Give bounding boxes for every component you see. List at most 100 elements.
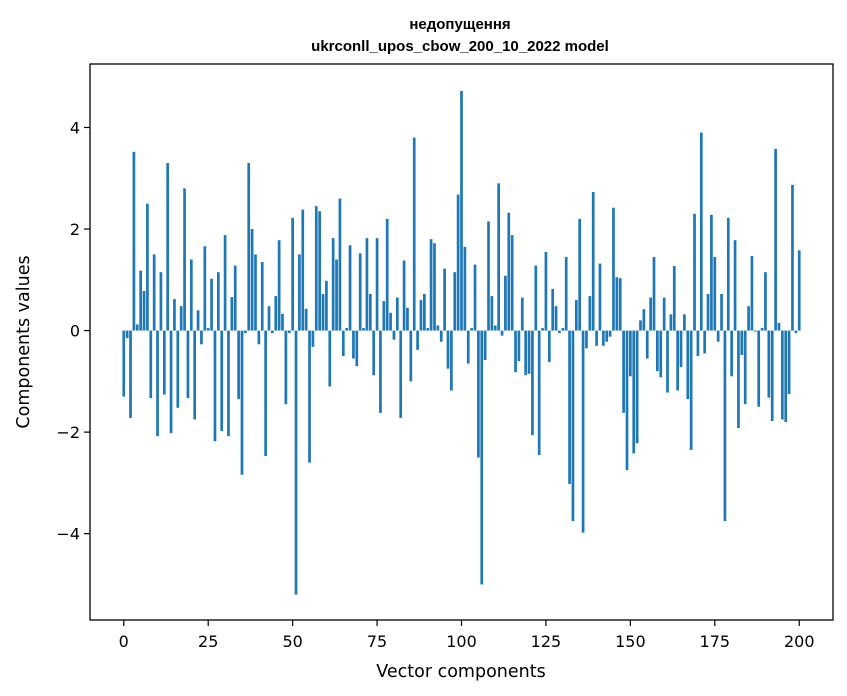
bar (500, 330, 504, 336)
bar (574, 300, 578, 331)
bar (436, 325, 440, 331)
bar (298, 254, 301, 331)
bar (483, 330, 487, 361)
bar (777, 322, 781, 331)
bar (791, 184, 794, 331)
bar (629, 330, 632, 377)
bar (797, 250, 801, 331)
bar (287, 330, 291, 334)
bar (335, 259, 338, 331)
bar (605, 330, 609, 342)
bar (487, 221, 490, 331)
bar (625, 330, 629, 471)
bar (220, 330, 224, 432)
bar (713, 256, 717, 331)
bar (460, 90, 463, 331)
bar (419, 300, 423, 331)
bar (726, 217, 730, 331)
bar (740, 330, 744, 355)
bar (409, 330, 413, 382)
bar (193, 330, 197, 420)
bar (395, 297, 399, 331)
bar (277, 240, 281, 331)
bar (632, 330, 636, 454)
bar (450, 330, 453, 391)
bar (466, 330, 470, 364)
bar (703, 330, 707, 354)
x-axis-label: Vector components (376, 662, 545, 682)
bar (426, 328, 430, 331)
x-tick-label: 200 (784, 632, 815, 651)
bar (169, 330, 173, 434)
bar (612, 207, 615, 331)
bar (639, 320, 642, 331)
bar (760, 328, 764, 331)
bar (216, 272, 220, 331)
bar (152, 254, 156, 331)
bar (338, 198, 342, 331)
bar (240, 330, 244, 475)
bar (473, 264, 477, 331)
bar (504, 275, 507, 331)
bar (166, 163, 170, 331)
bar (747, 306, 750, 331)
bar (179, 306, 183, 331)
bar (598, 263, 602, 331)
bar (764, 272, 767, 331)
bar (406, 307, 409, 331)
bar (429, 239, 433, 331)
x-tick-label: 0 (119, 632, 129, 651)
bar (345, 328, 349, 331)
bar (551, 288, 555, 331)
bar (753, 330, 757, 332)
bar (618, 278, 622, 331)
bar (132, 151, 136, 331)
bar (382, 301, 386, 331)
bar (314, 206, 318, 331)
bar (591, 191, 595, 331)
bar (439, 330, 443, 342)
bar (588, 296, 592, 331)
bar (328, 330, 332, 387)
bar (676, 330, 679, 391)
bar (271, 330, 274, 334)
bar (142, 290, 146, 331)
bar (757, 330, 761, 407)
bar (260, 262, 264, 331)
x-tick-label: 75 (367, 632, 387, 651)
y-tick-label: 0 (70, 322, 80, 341)
bar (156, 330, 159, 437)
x-tick-label: 150 (615, 632, 646, 651)
y-tick-label: 2 (70, 220, 80, 239)
bar (689, 330, 693, 450)
bar (723, 330, 727, 521)
bar (662, 297, 666, 331)
bar (254, 254, 257, 331)
bar (544, 251, 548, 331)
x-tick-label: 25 (198, 632, 218, 651)
bar (267, 306, 271, 331)
bar (189, 259, 193, 331)
bar (433, 243, 436, 331)
bar (122, 330, 126, 397)
bar (385, 218, 389, 331)
bar (196, 310, 200, 331)
chart-title: недопущення (409, 16, 510, 33)
bar (341, 330, 345, 356)
bar (139, 270, 143, 331)
bar (510, 235, 514, 331)
bar (517, 330, 521, 362)
bar (392, 330, 396, 340)
bar (149, 330, 153, 399)
bar-series (122, 90, 801, 595)
bar (649, 297, 652, 331)
bar (453, 272, 457, 331)
bar (348, 245, 352, 331)
bar (615, 277, 619, 331)
x-tick-label: 125 (531, 632, 562, 651)
bar (497, 183, 500, 331)
bar (733, 240, 737, 331)
bar (412, 137, 416, 331)
bar (571, 330, 575, 521)
bar (669, 314, 673, 331)
